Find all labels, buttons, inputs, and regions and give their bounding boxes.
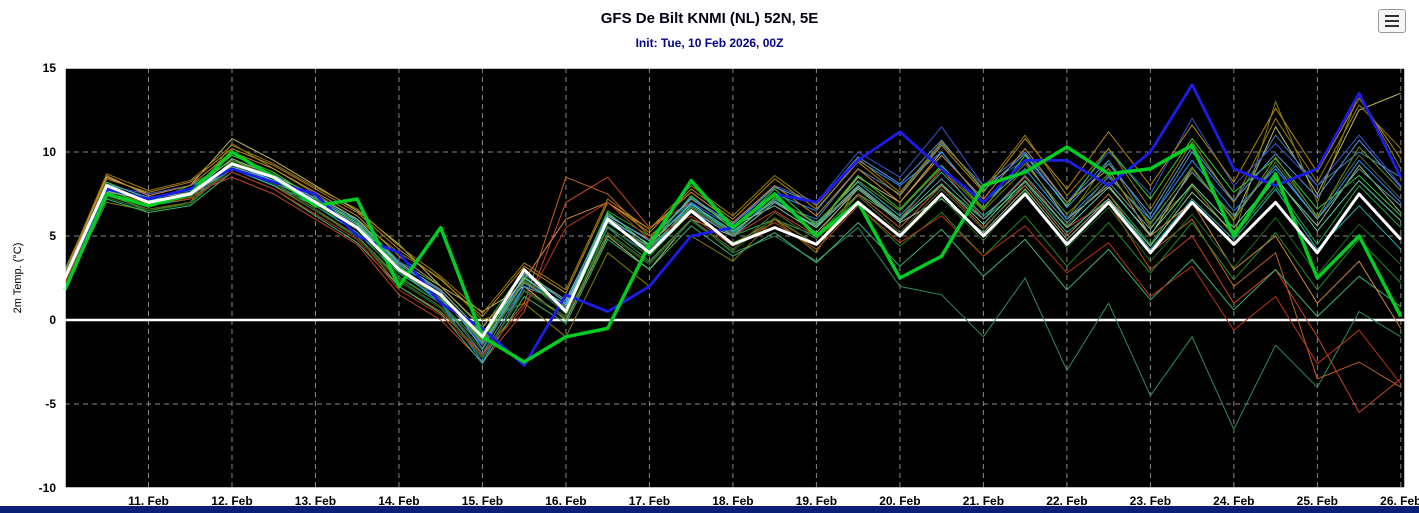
svg-text:13. Feb: 13. Feb xyxy=(295,494,336,508)
svg-text:20. Feb: 20. Feb xyxy=(879,494,920,508)
bottom-strip xyxy=(0,506,1419,513)
svg-text:18. Feb: 18. Feb xyxy=(712,494,753,508)
svg-text:17. Feb: 17. Feb xyxy=(629,494,670,508)
svg-text:25. Feb: 25. Feb xyxy=(1297,494,1338,508)
svg-text:23. Feb: 23. Feb xyxy=(1130,494,1171,508)
svg-text:-10: -10 xyxy=(39,481,57,495)
svg-text:15. Feb: 15. Feb xyxy=(462,494,503,508)
svg-text:24. Feb: 24. Feb xyxy=(1213,494,1254,508)
svg-text:-5: -5 xyxy=(45,397,56,411)
ensemble-temperature-chart: 15 10 5 0 -5 -10 11. Feb 12. Feb 13. Feb 14. Feb 1… xyxy=(12,61,1419,508)
svg-text:15: 15 xyxy=(43,61,57,75)
svg-text:21. Feb: 21. Feb xyxy=(963,494,1004,508)
svg-text:22. Feb: 22. Feb xyxy=(1046,494,1087,508)
chart-menu-button[interactable] xyxy=(1378,9,1406,33)
svg-text:12. Feb: 12. Feb xyxy=(211,494,252,508)
chart-subtitle: Init: Tue, 10 Feb 2026, 00Z xyxy=(635,36,784,50)
svg-text:14. Feb: 14. Feb xyxy=(378,494,419,508)
svg-text:16. Feb: 16. Feb xyxy=(545,494,586,508)
chart-title: GFS De Bilt KNMI (NL) 52N, 5E xyxy=(600,10,819,27)
svg-text:26. Feb: 26. Feb xyxy=(1380,494,1419,508)
chart-header: GFS De Bilt KNMI (NL) 52N, 5E Init: Tue,… xyxy=(0,0,1419,50)
svg-text:5: 5 xyxy=(49,229,56,243)
svg-text:19. Feb: 19. Feb xyxy=(796,494,837,508)
svg-text:11. Feb: 11. Feb xyxy=(128,494,169,508)
svg-text:0: 0 xyxy=(49,313,56,327)
svg-text:10: 10 xyxy=(43,145,57,159)
hamburger-icon xyxy=(1385,15,1399,27)
svg-text:2m Temp. (°C): 2m Temp. (°C) xyxy=(12,243,24,314)
